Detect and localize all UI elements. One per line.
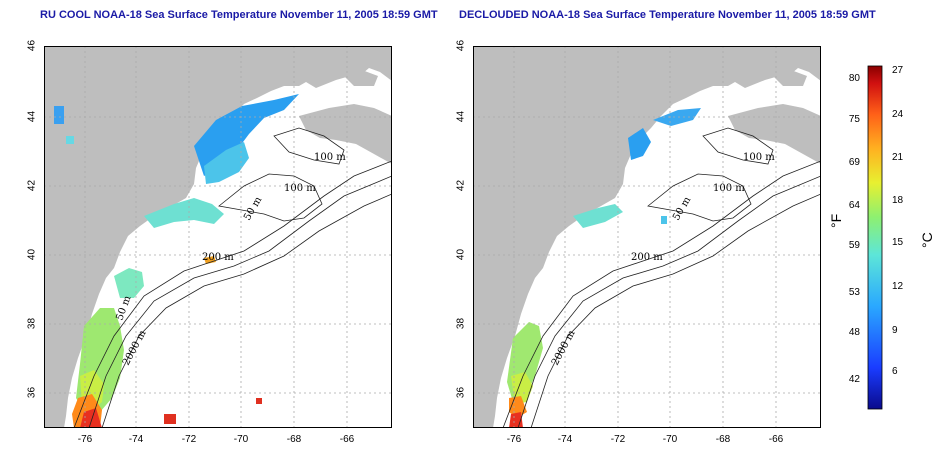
x-tick-label: -72 bbox=[610, 434, 626, 445]
fahrenheit-unit-label: °F bbox=[828, 213, 844, 228]
map-frame bbox=[473, 46, 821, 428]
y-tick-label: 40 bbox=[26, 248, 38, 261]
celsius-tick-label: 27 bbox=[892, 65, 904, 76]
x-tick-label: -76 bbox=[77, 434, 93, 445]
celsius-unit-label: °C bbox=[919, 232, 935, 248]
y-tick-label: 38 bbox=[26, 317, 38, 330]
contour-label: 100 m bbox=[314, 152, 346, 163]
celsius-tick-label: 24 bbox=[892, 109, 904, 120]
x-tick-label: -74 bbox=[128, 434, 144, 445]
x-tick-label: -66 bbox=[768, 434, 784, 445]
x-tick-label: -70 bbox=[662, 434, 678, 445]
x-tick-label: -68 bbox=[715, 434, 731, 445]
land-mass bbox=[344, 70, 378, 86]
sst-patches bbox=[54, 94, 299, 428]
bathymetry-contours bbox=[73, 127, 392, 428]
contour-label: 200 m bbox=[631, 252, 663, 263]
contour-label: 100 m bbox=[284, 183, 316, 194]
left-map-title: RU COOL NOAA-18 Sea Surface Temperature … bbox=[40, 9, 438, 21]
sst-patches bbox=[507, 108, 701, 428]
y-tick-label: 36 bbox=[26, 386, 38, 399]
land-mass bbox=[773, 70, 807, 86]
x-tick-label: -70 bbox=[233, 434, 249, 445]
y-tick-label: 38 bbox=[455, 317, 467, 330]
fahrenheit-tick-label: 80 bbox=[849, 73, 861, 84]
fahrenheit-tick-label: 42 bbox=[849, 374, 861, 385]
bathymetry-contours bbox=[502, 127, 821, 428]
land-mass bbox=[299, 104, 392, 164]
contour-label: 100 m bbox=[743, 152, 775, 163]
graticule bbox=[44, 46, 392, 428]
fahrenheit-tick-label: 53 bbox=[849, 287, 861, 298]
y-tick-label: 42 bbox=[455, 179, 467, 192]
fahrenheit-tick-label: 64 bbox=[849, 200, 861, 211]
y-tick-label: 42 bbox=[26, 179, 38, 192]
y-tick-label: 44 bbox=[455, 110, 467, 123]
y-tick-label: 46 bbox=[26, 39, 38, 52]
fahrenheit-tick-label: 48 bbox=[849, 327, 861, 338]
contour-label: 100 m bbox=[713, 183, 745, 194]
fahrenheit-tick-label: 59 bbox=[849, 240, 861, 251]
right-map: 100 m 100 m 50 m 200 m 2000 m bbox=[473, 46, 821, 428]
fahrenheit-tick-label: 75 bbox=[849, 114, 861, 125]
colorbar: 80 75 69 64 59 53 48 42 27 24 21 18 15 12 9 6 bbox=[849, 65, 904, 410]
fahrenheit-tick-label: 69 bbox=[849, 157, 861, 168]
y-tick-label: 46 bbox=[455, 39, 467, 52]
x-tick-label: -72 bbox=[181, 434, 197, 445]
x-tick-label: -74 bbox=[557, 434, 573, 445]
map-frame bbox=[44, 46, 392, 428]
celsius-tick-label: 6 bbox=[892, 366, 898, 377]
celsius-tick-label: 18 bbox=[892, 195, 904, 206]
contour-label: 200 m bbox=[202, 252, 234, 263]
y-tick-label: 44 bbox=[26, 110, 38, 123]
land-mass bbox=[473, 46, 821, 428]
land-mass bbox=[728, 104, 821, 164]
y-tick-label: 40 bbox=[455, 248, 467, 261]
colorbar-gradient bbox=[867, 65, 883, 410]
celsius-tick-label: 9 bbox=[892, 325, 898, 336]
celsius-tick-label: 21 bbox=[892, 152, 904, 163]
x-tick-label: -68 bbox=[286, 434, 302, 445]
x-tick-label: -76 bbox=[506, 434, 522, 445]
right-map-title: DECLOUDED NOAA-18 Sea Surface Temperatur… bbox=[459, 9, 876, 21]
left-map: 100 m 100 m 50 m 200 m 50 m 2000 m bbox=[44, 46, 392, 428]
celsius-tick-label: 15 bbox=[892, 237, 904, 248]
y-tick-label: 36 bbox=[455, 386, 467, 399]
land-mass bbox=[44, 46, 392, 428]
x-tick-label: -66 bbox=[339, 434, 355, 445]
celsius-tick-label: 12 bbox=[892, 281, 904, 292]
graticule bbox=[473, 46, 821, 428]
